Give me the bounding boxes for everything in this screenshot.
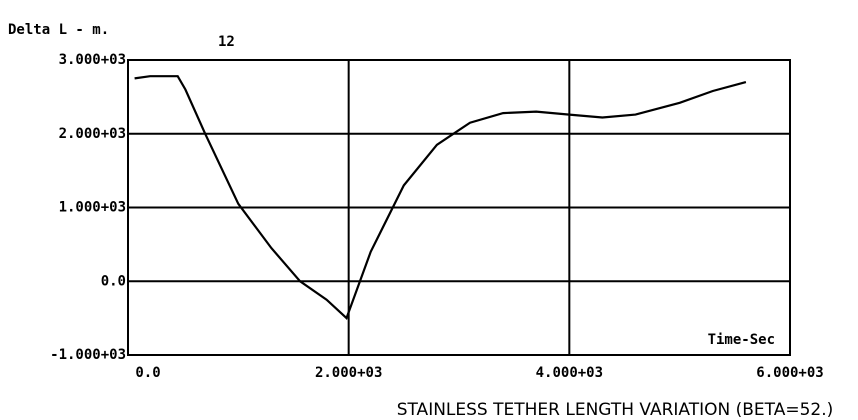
data-line	[134, 75, 747, 321]
y-axis-label: Delta L - m.	[8, 22, 109, 38]
x-axis-label: Time-Sec	[708, 332, 775, 348]
x-tick-label: 4.000+03	[536, 365, 603, 381]
annotation: 12	[218, 34, 235, 50]
x-tick-label: 0.0	[135, 365, 160, 381]
y-tick-label: -1.000+03	[50, 347, 126, 363]
chart-title: STAINLESS TETHER LENGTH VARIATION (BETA=…	[397, 400, 834, 420]
x-tick-label: 2.000+03	[315, 365, 382, 381]
x-tick-label: 6.000+03	[756, 365, 823, 381]
y-tick-label: 0.0	[101, 273, 126, 289]
y-tick-label: 1.000+03	[59, 200, 126, 216]
y-tick-label: 3.000+03	[59, 52, 126, 68]
y-tick-label: 2.000+03	[59, 126, 126, 142]
